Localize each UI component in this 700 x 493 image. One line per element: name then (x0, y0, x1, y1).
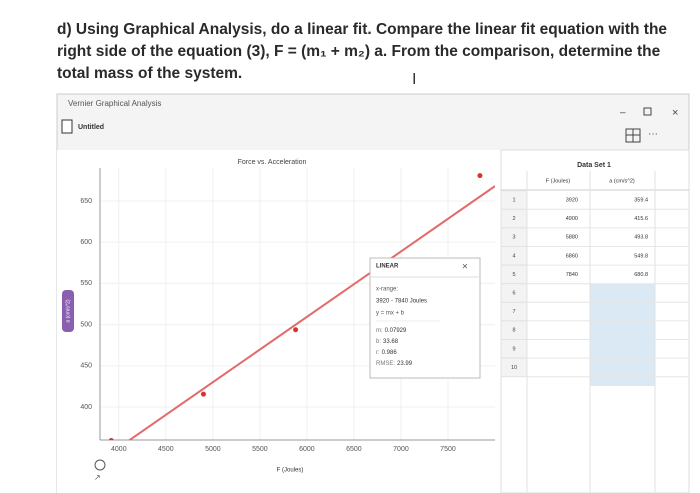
x-tick-label: 4000 (111, 446, 127, 453)
x-axis-label: F (Joules) (277, 468, 304, 474)
table-cell: 7840 (566, 272, 578, 278)
minimize-button[interactable]: – (620, 108, 626, 119)
data-point (293, 327, 299, 333)
fit-param: RMSE: 23.99 (376, 361, 413, 367)
row-number: 5 (512, 272, 515, 278)
row-number: 9 (512, 346, 515, 352)
table-cell: 680.8 (634, 272, 648, 278)
table-title: Data Set 1 (577, 162, 611, 169)
x-tick-label: 6000 (299, 446, 315, 453)
document-icon (61, 119, 73, 134)
fit-param-label: m: (376, 328, 383, 334)
fit-param-label: RMSE: (376, 361, 395, 367)
x-tick-label: 7000 (393, 446, 409, 453)
close-button[interactable]: × (672, 107, 678, 119)
fit-param-label: b: (376, 339, 381, 345)
y-tick-label: 450 (80, 363, 92, 370)
fit-close[interactable]: × (462, 262, 468, 273)
row-number: 6 (512, 290, 515, 296)
row-number: 1 (512, 197, 515, 203)
fit-title: LINEAR (376, 264, 399, 270)
x-tick-label: 5500 (252, 446, 268, 453)
y-tick-label: 500 (80, 321, 92, 328)
table-cell: 549.8 (634, 253, 648, 259)
fit-panel (369, 257, 481, 379)
column-header: F (Joules) (546, 178, 571, 184)
x-tick-label: 7500 (440, 446, 456, 453)
menu-button[interactable]: ··· (648, 129, 658, 140)
y-axis-label: a (cm/s^2) (65, 299, 71, 323)
x-tick-label: 5000 (205, 446, 221, 453)
fit-param: r: 0.986 (376, 350, 397, 356)
fit-line (127, 185, 495, 440)
x-tick-label: 6500 (346, 446, 362, 453)
selected-cell (590, 284, 655, 386)
row-number: 7 (512, 309, 515, 315)
question-line: total mass of the system. (57, 65, 242, 82)
column-header: a (cm/s^2) (609, 178, 635, 184)
fit-param-value: 0.986 (382, 350, 398, 356)
fit-range-label: x-range: (376, 287, 398, 293)
search-tool[interactable] (94, 459, 106, 471)
x-tick-label: 4500 (158, 446, 174, 453)
fit-param-value: 0.07929 (385, 328, 407, 334)
question-line: d) Using Graphical Analysis, do a linear… (57, 21, 667, 38)
row-number: 8 (512, 328, 515, 334)
fit-param-value: 23.99 (397, 361, 413, 367)
data-point (477, 173, 483, 179)
row-number: 2 (512, 216, 515, 222)
maximize-button[interactable] (643, 107, 652, 116)
document-title[interactable]: Untitled (78, 124, 104, 131)
table-cell: 359.4 (634, 197, 648, 203)
row-number: 10 (511, 365, 517, 371)
fit-param: b: 33.68 (376, 339, 399, 345)
table-cell: 6860 (566, 253, 578, 259)
row-number: 4 (512, 253, 515, 259)
fit-equation: y = mx + b (376, 311, 405, 317)
row-number: 3 (512, 235, 515, 241)
text-cursor: I (412, 71, 416, 88)
y-axis-badge (62, 290, 74, 332)
table-cell: 5880 (566, 235, 578, 241)
y-tick-label: 550 (80, 280, 92, 287)
fit-range: 3920 - 7840 Joules (376, 299, 427, 305)
zoom-tool[interactable]: ↗ (94, 473, 101, 482)
fit-param-value: 33.68 (383, 339, 399, 345)
y-tick-label: 600 (80, 239, 92, 246)
table-cell: 4900 (566, 216, 578, 222)
table-cell: 415.6 (634, 216, 648, 222)
y-tick-label: 650 (80, 198, 92, 205)
fit-param: m: 0.07929 (376, 328, 407, 334)
data-point (200, 391, 206, 397)
data-point (108, 437, 114, 440)
fit-param-label: r: (376, 350, 380, 356)
table-cell: 3920 (566, 197, 578, 203)
chart-title: Force vs. Acceleration (238, 159, 307, 166)
app-title: Vernier Graphical Analysis (68, 99, 161, 108)
table-cell: 493.8 (634, 235, 648, 241)
question-line: right side of the equation (3), F = (m₁ … (57, 43, 661, 60)
y-tick-label: 400 (80, 404, 92, 411)
